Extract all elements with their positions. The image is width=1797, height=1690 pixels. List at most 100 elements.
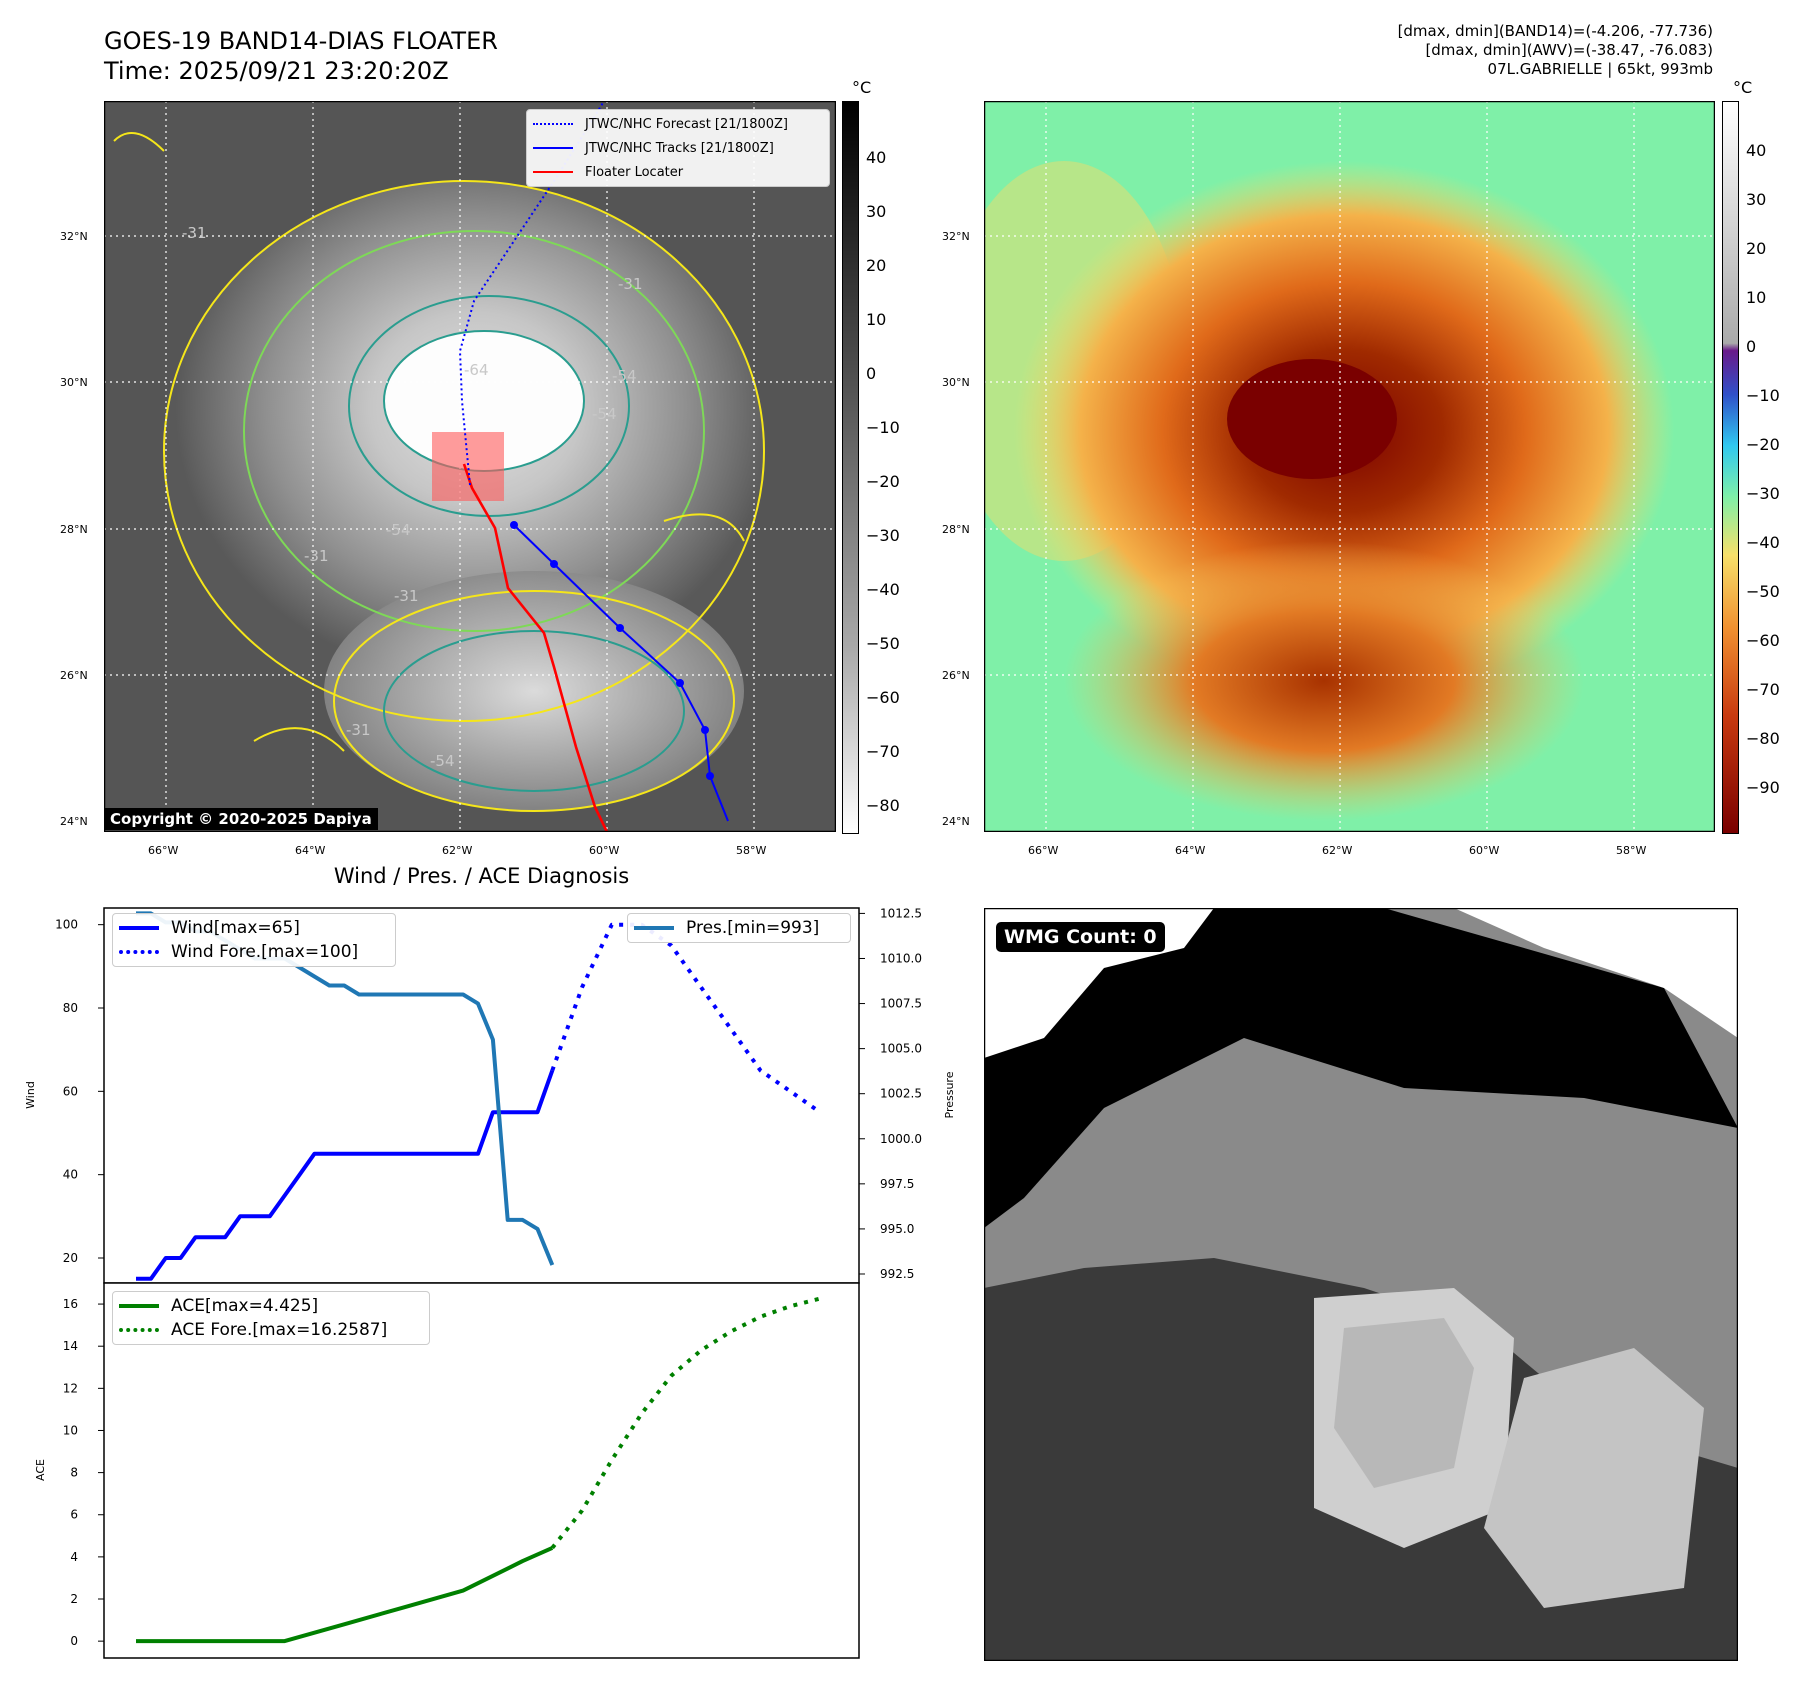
contour-labels: -31 -31 -64 -54 -54 -54 -31 -31 -31 -54 (182, 224, 643, 770)
enhanced-lat-tick: 26°N (942, 669, 970, 682)
ir-colorbar-tick: 30 (866, 202, 887, 221)
wmg-count-badge: WMG Count: 0 (996, 922, 1165, 952)
axis-tick-label: 1010.0 (880, 951, 922, 965)
legend-ace: ACE[max=4.425] (113, 1294, 429, 1318)
ir-colorbar-tick: −10 (866, 418, 900, 437)
wmg-black-zone (984, 908, 1738, 1228)
legend-floater: Floater Locater (527, 160, 829, 184)
axis-tick-label: 4 (70, 1550, 78, 1564)
pressure-axis-label: Pressure (943, 1071, 956, 1118)
enhanced-colorbar-tick: 40 (1746, 141, 1767, 160)
contour-31-south (333, 590, 735, 812)
legend-tracks: JTWC/NHC Tracks [21/1800Z] (527, 136, 829, 160)
contour-label: -31 (394, 587, 419, 605)
enhanced-colorbar-tick: −30 (1746, 484, 1780, 503)
ace-axis-label: ACE (34, 1459, 47, 1481)
cold-cloud-top (1227, 359, 1397, 479)
enhanced-lon-tick: 58°W (1616, 844, 1647, 857)
enhanced-colorbar-tick: −60 (1746, 631, 1780, 650)
southern-convection (324, 571, 744, 811)
contour-label: -54 (430, 752, 455, 770)
enhanced-colorbar-tick: −40 (1746, 533, 1780, 552)
axis-tick-label: 1007.5 (880, 997, 922, 1011)
axis-tick-label: 997.5 (880, 1177, 914, 1191)
legend-ace-forecast: ACE Fore.[max=16.2587] (113, 1318, 429, 1342)
jtwc-track-points (510, 521, 714, 780)
enhanced-lon-tick: 60°W (1469, 844, 1500, 857)
wmg-panel: WMG Count: 0 (983, 907, 1739, 1662)
pressure-legend: Pres.[min=993] (627, 913, 851, 943)
contour-54-outer (243, 230, 705, 632)
satellite-title: GOES-19 BAND14-DIAS FLOATER (104, 27, 498, 55)
ir-colorbar-tick: −80 (866, 796, 900, 815)
enhanced-colorbar-unit: °C (1733, 78, 1753, 97)
contour-label: -31 (346, 721, 371, 739)
ir-legend: JTWC/NHC Forecast [21/1800Z] JTWC/NHC Tr… (526, 109, 830, 187)
ir-satellite-panel: -31 -31 -64 -54 -54 -54 -31 -31 -31 -54 … (103, 100, 837, 833)
legend-wind: Wind[max=65] (113, 916, 395, 940)
ir-colorbar-tick: −70 (866, 742, 900, 761)
enhanced-colorbar-tick: 10 (1746, 288, 1767, 307)
chart-title: GOES-19 BAND14-DIAS FLOATER Time: 2025/0… (104, 26, 498, 86)
axis-tick-label: 1012.5 (880, 906, 922, 920)
legend-pressure: Pres.[min=993] (628, 916, 850, 940)
contour-label: -31 (182, 224, 207, 242)
ace-axes (103, 1282, 860, 1659)
wind-y-ticks: 100 80 60 40 20 (55, 918, 104, 1265)
copyright-label: Copyright © 2020-2025 Dapiya (104, 808, 378, 830)
axis-tick-label: 10 (63, 1423, 78, 1437)
enhanced-colorbar-tick: −90 (1746, 778, 1780, 797)
ir-lon-tick: 66°W (148, 844, 179, 857)
series-wind-fore-line (550, 922, 822, 1114)
axis-tick-label: 1000.0 (880, 1132, 922, 1146)
axis-tick-label: 995.0 (880, 1222, 914, 1236)
storm-summary: 07L.GABRIELLE | 65kt, 993mb (1487, 60, 1713, 78)
wind-pressure-axes (103, 907, 860, 1284)
axis-tick-label: 12 (63, 1381, 78, 1395)
ir-colorbar-tick: 0 (866, 364, 877, 383)
ir-lon-tick: 60°W (589, 844, 620, 857)
axis-tick-label: 992.5 (880, 1267, 914, 1281)
ir-lon-tick: 64°W (295, 844, 326, 857)
wmg-core-cell (1334, 1318, 1474, 1488)
enhanced-lat-tick: 24°N (942, 815, 970, 828)
enhanced-colorbar-tick: −80 (1746, 729, 1780, 748)
enhanced-colorbar-tick: 20 (1746, 239, 1767, 258)
ir-lat-tick: 30°N (60, 376, 88, 389)
ace-lines (136, 1296, 821, 1644)
axis-tick-label: 20 (63, 1251, 78, 1265)
ir-colorbar-tick: −50 (866, 634, 900, 653)
wind-legend: Wind[max=65] Wind Fore.[max=100] (112, 913, 396, 967)
enhanced-satellite-panel (944, 100, 1716, 833)
axis-tick-label: 8 (70, 1466, 78, 1480)
ir-colorbar-tick: 20 (866, 256, 887, 275)
series-wind-line (136, 1069, 555, 1281)
enhanced-gridlines (984, 101, 1715, 832)
enhanced-lat-tick: 32°N (942, 230, 970, 243)
ir-lat-tick: 28°N (60, 523, 88, 536)
axis-tick-label: 0 (70, 1634, 78, 1648)
gridlines (104, 101, 836, 832)
timestamp: Time: 2025/09/21 23:20:20Z (104, 57, 449, 85)
floater-locater-box (432, 432, 504, 501)
floater-locater-track (462, 463, 609, 833)
ir-image: -31 -31 -64 -54 -54 -54 -31 -31 -31 -54 (103, 100, 837, 833)
enhanced-colorbar-tick: 0 (1746, 337, 1757, 356)
ir-colorbar-tick: 10 (866, 310, 887, 329)
contour-54-south (383, 630, 685, 792)
enhanced-colorbar-tick: 30 (1746, 190, 1767, 209)
storm-info: [dmax, dmin](BAND14)=(-4.206, -77.736) [… (1398, 22, 1713, 79)
enhanced-lon-tick: 64°W (1175, 844, 1206, 857)
enhanced-lon-tick: 62°W (1322, 844, 1353, 857)
wind-axis-label: Wind (24, 1081, 37, 1109)
axis-tick-label: 6 (70, 1508, 78, 1522)
axis-tick-label: 14 (63, 1339, 78, 1353)
contour-31-outer (163, 180, 765, 722)
ir-colorbar-tick: −20 (866, 472, 900, 491)
axis-tick-label: 80 (63, 1001, 78, 1015)
series-ace-fore-line (550, 1296, 821, 1550)
series-ace-line (136, 1546, 554, 1644)
ir-lon-tick: 58°W (736, 844, 767, 857)
enhanced-lat-tick: 28°N (942, 523, 970, 536)
southern-band (1064, 541, 1584, 821)
